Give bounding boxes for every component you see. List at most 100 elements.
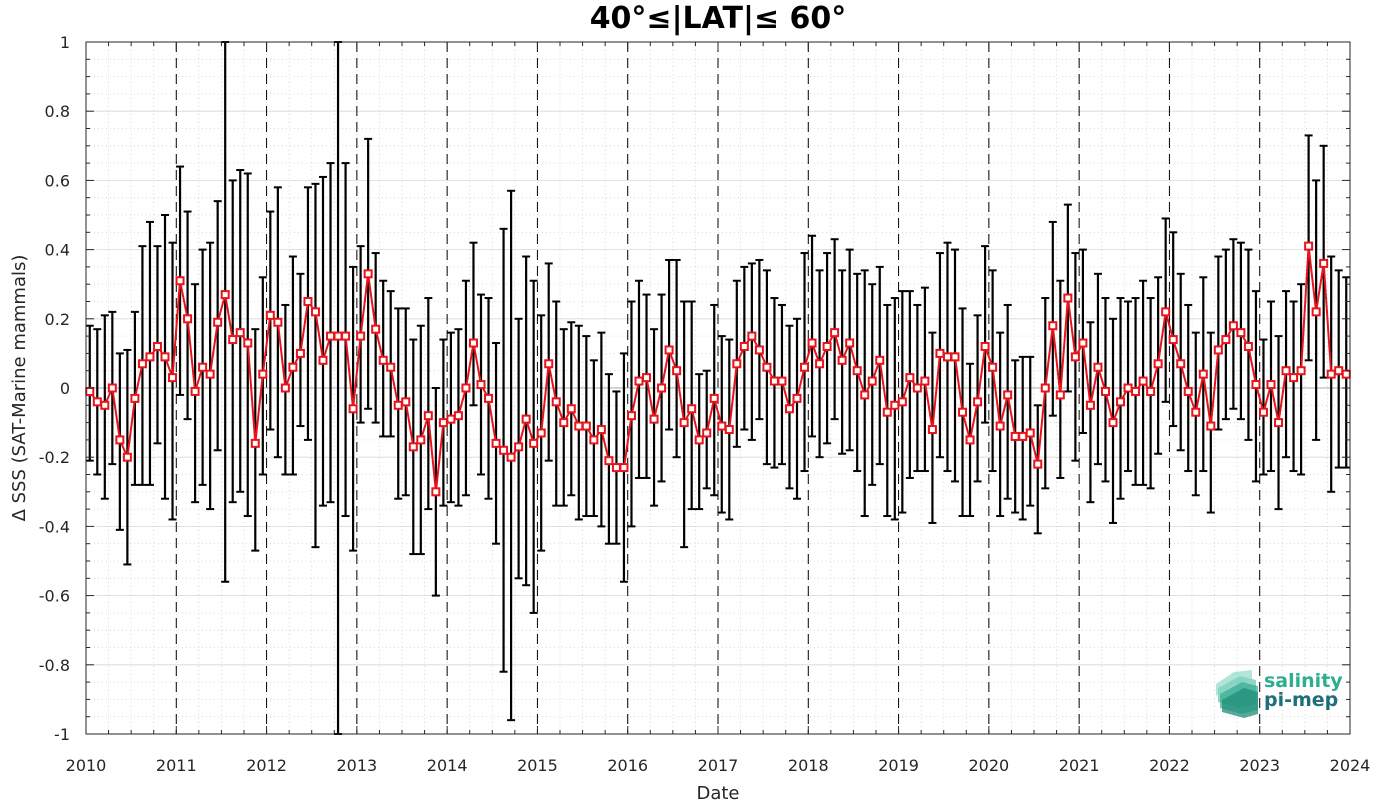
data-point [536, 428, 546, 438]
data-point [461, 383, 471, 393]
data-point [845, 338, 855, 348]
data-point [559, 418, 569, 428]
data-point [1161, 307, 1171, 317]
y-tick-label: 1 [60, 33, 70, 52]
data-point [544, 359, 554, 369]
data-point [408, 442, 418, 452]
data-point [1003, 390, 1013, 400]
x-tick-label: 2021 [1059, 756, 1100, 775]
data-point [468, 338, 478, 348]
data-point [664, 345, 674, 355]
data-point [988, 362, 998, 372]
x-tick-label: 2019 [878, 756, 919, 775]
data-point [107, 383, 117, 393]
data-point [1221, 335, 1231, 345]
data-point [822, 341, 832, 351]
x-tick-label: 2010 [66, 756, 107, 775]
y-tick-label: -0.2 [39, 448, 70, 467]
data-point [348, 404, 358, 414]
data-point [1176, 359, 1186, 369]
data-point [754, 345, 764, 355]
data-point [303, 297, 313, 306]
data-point [529, 438, 539, 448]
data-point [213, 317, 223, 327]
data-point [310, 307, 320, 317]
data-point [1206, 421, 1216, 431]
data-point [1153, 359, 1163, 369]
data-point [326, 331, 336, 341]
data-point [672, 366, 682, 376]
data-point [566, 404, 576, 414]
data-point [1033, 459, 1043, 469]
data-point [288, 362, 298, 372]
x-tick-label: 2017 [698, 756, 739, 775]
data-point [115, 435, 125, 445]
data-point [1304, 241, 1314, 251]
data-point [1085, 400, 1095, 410]
data-point [942, 352, 952, 362]
data-point [183, 314, 193, 324]
x-tick-label: 2016 [607, 756, 648, 775]
data-point [649, 414, 659, 424]
data-point [1138, 376, 1148, 386]
data-point [807, 338, 817, 348]
data-point [890, 400, 900, 410]
y-tick-label: 0.2 [45, 310, 70, 329]
data-point [318, 355, 328, 365]
data-point [130, 393, 140, 403]
data-point [709, 393, 719, 403]
series-markers [85, 241, 1351, 497]
y-tick-label: 0 [60, 379, 70, 398]
data-point [333, 331, 343, 341]
data-point [137, 359, 147, 369]
data-point [1070, 352, 1080, 362]
data-point [867, 376, 877, 386]
data-point [235, 328, 245, 338]
wave-icon [1216, 670, 1258, 718]
data-point [762, 362, 772, 372]
y-tick-label: -0.4 [39, 517, 70, 536]
data-point [363, 269, 373, 279]
data-point [295, 348, 305, 358]
data-point [175, 276, 185, 286]
data-point [792, 393, 802, 403]
data-point [1334, 366, 1344, 376]
data-point [152, 341, 162, 351]
data-point [1258, 407, 1268, 417]
y-axis-label: Δ SSS (SAT-Marine mammals) [9, 255, 30, 522]
x-tick-label: 2024 [1330, 756, 1371, 775]
data-point [273, 317, 283, 327]
data-point [980, 341, 990, 351]
data-point [1236, 328, 1246, 338]
data-point [1116, 397, 1126, 407]
data-point [280, 383, 290, 393]
data-point [784, 404, 794, 414]
data-point [484, 393, 494, 403]
data-point [228, 335, 238, 345]
data-point [1055, 390, 1065, 400]
data-point [973, 397, 983, 407]
data-point [1063, 293, 1073, 303]
data-point [1198, 369, 1208, 379]
data-point [431, 487, 441, 497]
data-point [1183, 386, 1193, 396]
data-point [1326, 369, 1336, 379]
data-point [1289, 373, 1299, 383]
x-tick-label: 2012 [246, 756, 287, 775]
data-point [401, 397, 411, 407]
data-point [815, 359, 825, 369]
data-point [950, 352, 960, 362]
y-tick-label: 0.6 [45, 171, 70, 190]
data-point [897, 397, 907, 407]
data-point [446, 414, 456, 424]
data-point [160, 352, 170, 362]
data-point [717, 421, 727, 431]
x-tick-label: 2013 [336, 756, 377, 775]
y-tick-label: 0.8 [45, 102, 70, 121]
data-point [875, 355, 885, 365]
data-point [882, 407, 892, 417]
data-point [506, 452, 516, 462]
data-point [1093, 362, 1103, 372]
data-point [905, 373, 915, 383]
